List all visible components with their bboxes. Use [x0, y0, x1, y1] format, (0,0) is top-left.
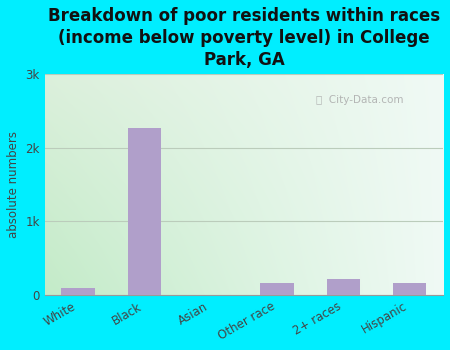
Bar — [261, 283, 294, 295]
Bar — [393, 283, 427, 295]
Y-axis label: absolute numbers: absolute numbers — [7, 131, 20, 238]
Title: Breakdown of poor residents within races
(income below poverty level) in College: Breakdown of poor residents within races… — [48, 7, 440, 69]
Text: ⓘ  City-Data.com: ⓘ City-Data.com — [315, 95, 403, 105]
Bar — [61, 288, 94, 295]
Bar — [128, 128, 161, 295]
Bar — [327, 279, 360, 295]
Bar — [194, 294, 227, 295]
